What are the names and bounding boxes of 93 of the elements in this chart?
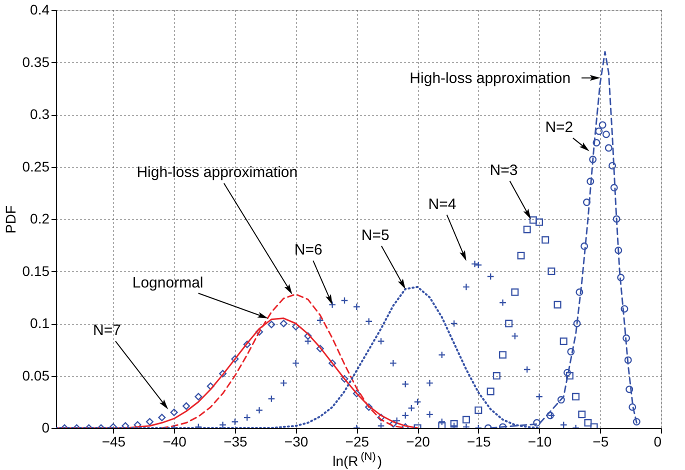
x-tick-label: −30 [284,434,308,450]
x-tick-label: −20 [406,434,430,450]
x-tick-label: −45 [102,434,126,450]
point [542,236,550,244]
point [194,392,202,400]
point [170,408,178,416]
point [492,372,500,380]
point [219,370,227,378]
point [567,348,575,356]
annotation: Lognormal [132,274,204,292]
annotation: N=5 [361,227,390,244]
annotation: N=3 [490,162,518,179]
point [328,359,336,367]
point [122,422,130,428]
point [610,184,618,192]
point [517,252,525,260]
y-tick-label: 0.25 [22,158,50,174]
point [529,216,537,224]
point [626,386,634,394]
point [182,402,190,410]
point [572,392,580,400]
point [582,198,591,206]
point [620,305,628,313]
y-tick-label: 0.4 [30,2,50,18]
point [158,414,166,422]
point [602,130,610,138]
y-tick-label: 0.3 [30,106,50,122]
point [576,288,584,296]
point [498,351,507,359]
x-tick-label: −5 [592,434,609,450]
point [622,334,630,342]
point [243,340,251,348]
point [614,246,622,254]
point [604,144,612,152]
point [624,356,632,364]
point [462,416,470,424]
point [450,420,458,428]
annotation: N=4 [428,196,456,213]
annotation: High-loss approximation [136,164,298,182]
point [608,162,616,170]
x-tick-label: −25 [345,434,370,450]
point [580,242,588,250]
point [146,418,154,426]
annotation: N=7 [93,322,121,340]
point [548,267,556,276]
x-tick-label: −35 [224,434,248,450]
point [474,406,482,414]
point [595,127,603,135]
y-tick-label: 0 [42,420,50,436]
point [578,410,586,418]
point [564,368,572,376]
point [438,422,446,428]
x-tick-label: −10 [528,434,552,450]
annotation: N=2 [545,119,574,136]
point [231,355,239,363]
y-tick-label: 0.15 [22,262,50,279]
point [586,178,594,186]
point [340,375,348,383]
point [533,419,541,427]
point [612,215,620,223]
point [589,156,597,164]
point [560,338,568,346]
x-tick-label: 0 [654,434,662,450]
point [536,218,544,226]
point [573,320,581,328]
point [584,419,592,427]
point [365,403,373,411]
annotation: High-loss approximation [410,70,571,87]
point [352,390,360,398]
point [592,138,600,146]
point [505,320,513,328]
point [598,121,606,129]
point [554,300,562,308]
point [511,288,519,296]
point [557,396,565,404]
y-tick-label: 0.2 [30,210,50,226]
point [316,344,324,352]
x-tick-label: −15 [467,434,491,450]
point [617,274,625,282]
y-tick-label: 0.1 [30,315,50,331]
point [206,382,214,390]
point [632,418,640,426]
x-tick-label: −40 [162,434,187,450]
point [566,372,574,380]
y-tick-label: 0.35 [22,54,50,70]
point [268,320,276,328]
point [523,226,531,234]
point [628,403,636,411]
y-tick-label: 0.05 [22,367,50,384]
point [486,388,494,396]
annotation: N=6 [294,242,322,259]
point [280,320,288,328]
y-axis-title: PDF [2,206,18,234]
